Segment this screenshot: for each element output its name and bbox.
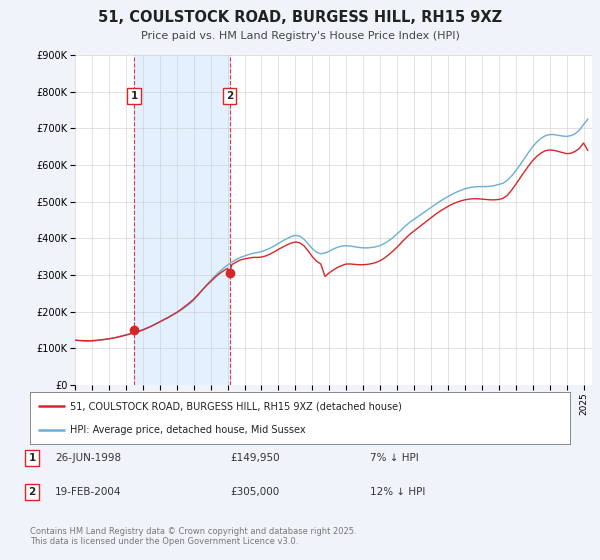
Text: 2: 2 xyxy=(28,487,35,497)
Text: Price paid vs. HM Land Registry's House Price Index (HPI): Price paid vs. HM Land Registry's House … xyxy=(140,31,460,41)
Text: £149,950: £149,950 xyxy=(230,453,280,463)
Text: 51, COULSTOCK ROAD, BURGESS HILL, RH15 9XZ (detached house): 51, COULSTOCK ROAD, BURGESS HILL, RH15 9… xyxy=(71,401,403,411)
Text: 1: 1 xyxy=(130,91,137,101)
Text: HPI: Average price, detached house, Mid Sussex: HPI: Average price, detached house, Mid … xyxy=(71,425,306,435)
Text: 2: 2 xyxy=(226,91,233,101)
Bar xyxy=(134,55,230,385)
Text: 19-FEB-2004: 19-FEB-2004 xyxy=(55,487,121,497)
Text: 12% ↓ HPI: 12% ↓ HPI xyxy=(370,487,425,497)
Text: 1: 1 xyxy=(28,453,35,463)
Text: 26-JUN-1998: 26-JUN-1998 xyxy=(55,453,121,463)
Text: £305,000: £305,000 xyxy=(230,487,279,497)
Text: Contains HM Land Registry data © Crown copyright and database right 2025.
This d: Contains HM Land Registry data © Crown c… xyxy=(30,526,356,546)
Text: 51, COULSTOCK ROAD, BURGESS HILL, RH15 9XZ: 51, COULSTOCK ROAD, BURGESS HILL, RH15 9… xyxy=(98,11,502,26)
Text: 7% ↓ HPI: 7% ↓ HPI xyxy=(370,453,419,463)
